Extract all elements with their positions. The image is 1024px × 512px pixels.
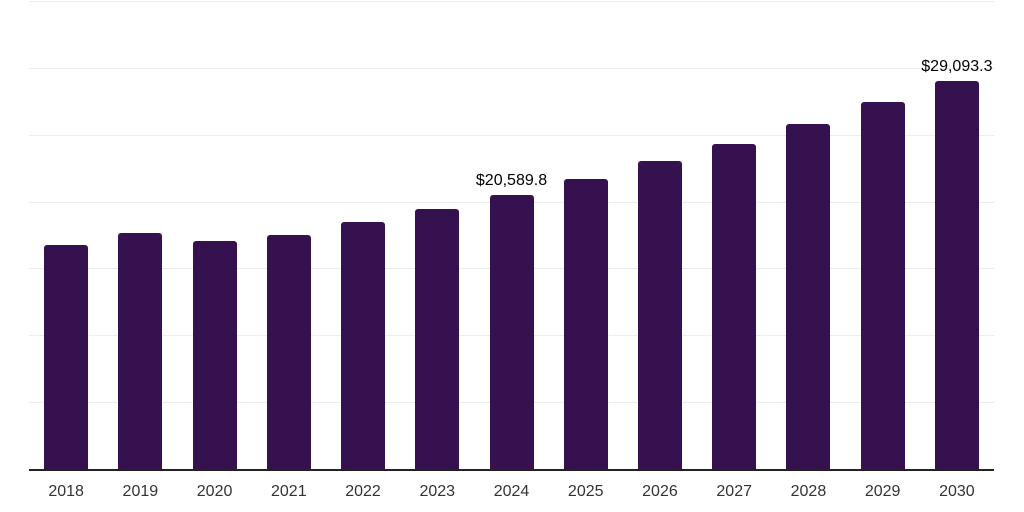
bar-2026 <box>637 161 682 470</box>
bar-2018 <box>44 245 89 470</box>
bar-2030 <box>934 80 979 470</box>
x-tick-2028: 2028 <box>790 483 827 500</box>
x-tick-2018: 2018 <box>48 483 84 500</box>
x-tick-2025: 2025 <box>567 483 604 500</box>
bar-2021 <box>266 234 311 470</box>
plot-area: 2018 2019 2020 2021 2022 2023 $20,589.8 2024 202… <box>29 0 994 500</box>
bar-2020 <box>192 240 237 470</box>
x-tick-2023: 2023 <box>419 483 456 500</box>
x-tick-2021: 2021 <box>271 483 307 500</box>
gridline-30000 <box>29 67 994 69</box>
bar-2028 <box>786 123 831 470</box>
x-tick-2024: 2024 <box>493 483 530 500</box>
data-label-2030: $29,093.3 <box>921 57 993 75</box>
gridline-35000 <box>29 1 994 2</box>
bar-2027 <box>712 143 757 470</box>
x-tick-2019: 2019 <box>122 483 159 500</box>
x-tick-2029: 2029 <box>864 483 901 500</box>
data-label-2024: $20,589.8 <box>475 171 548 189</box>
x-tick-2022: 2022 <box>345 483 381 500</box>
bar-2019 <box>118 233 163 470</box>
bar-2025 <box>563 178 608 470</box>
x-tick-2030: 2030 <box>939 483 975 500</box>
x-tick-2020: 2020 <box>196 483 233 500</box>
bar-2024 <box>489 194 534 470</box>
x-axis-line <box>29 469 994 471</box>
bar-2023 <box>415 209 460 470</box>
x-tick-2026: 2026 <box>642 483 678 500</box>
bar-2029 <box>860 101 905 470</box>
gridline-25000 <box>29 134 994 136</box>
bar-2022 <box>341 221 386 470</box>
x-tick-2027: 2027 <box>716 483 752 500</box>
